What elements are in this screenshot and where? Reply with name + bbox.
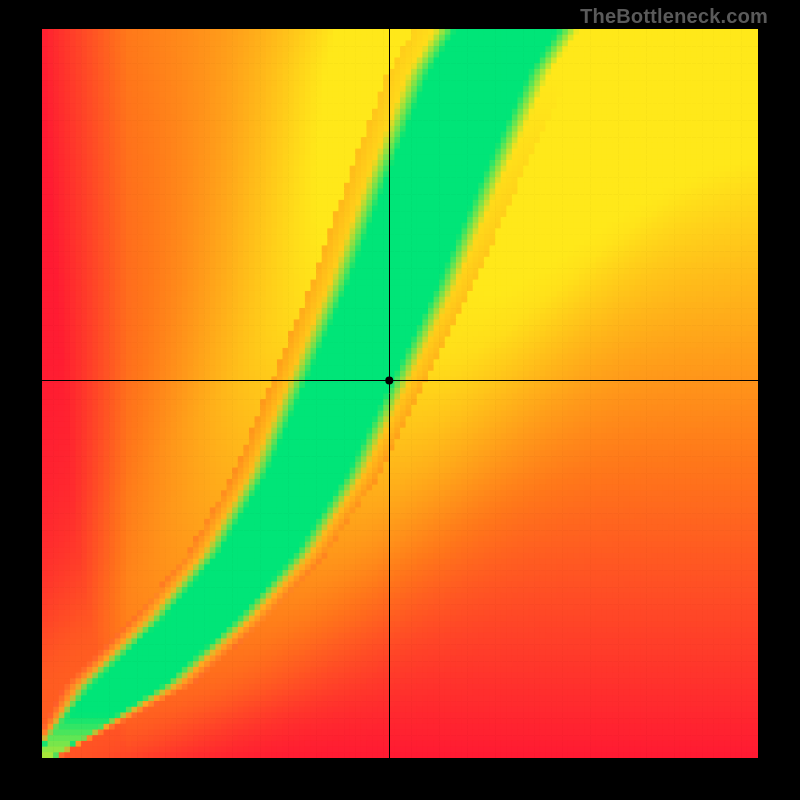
chart-frame: { "watermark": { "text": "TheBottleneck.…	[0, 0, 800, 800]
watermark-text: TheBottleneck.com	[580, 6, 768, 29]
bottleneck-heatmap	[0, 0, 800, 800]
